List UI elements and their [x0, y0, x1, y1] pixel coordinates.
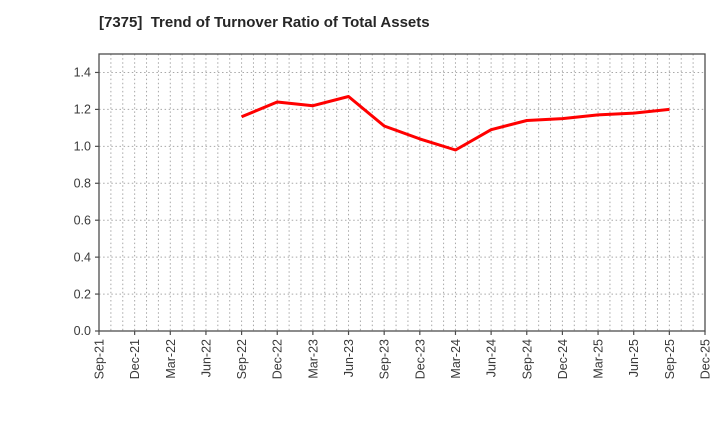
x-tick-label: Sep-25 [663, 339, 677, 379]
x-tick-label: Sep-22 [235, 339, 249, 379]
y-tick-label: 0.0 [74, 324, 91, 338]
y-tick-label: 0.2 [74, 287, 91, 301]
x-tick-label: Jun-23 [342, 339, 356, 377]
x-tick-label: Dec-25 [699, 339, 713, 379]
x-tick-label: Jun-25 [627, 339, 641, 377]
y-tick-label: 1.2 [74, 103, 91, 117]
y-tick-label: 1.0 [74, 140, 91, 154]
x-tick-label: Mar-22 [164, 339, 178, 379]
x-tick-label: Sep-21 [93, 339, 107, 379]
x-tick-label: Jun-22 [199, 339, 213, 377]
x-tick-label: Dec-22 [271, 339, 285, 379]
x-tick-label: Sep-24 [520, 339, 534, 379]
y-tick-label: 1.4 [74, 66, 91, 80]
y-tick-label: 0.6 [74, 213, 91, 227]
x-tick-label: Mar-23 [306, 339, 320, 379]
x-tick-label: Jun-24 [485, 339, 499, 377]
y-tick-label: 0.4 [74, 250, 91, 264]
x-tick-label: Mar-25 [592, 339, 606, 379]
x-tick-label: Dec-24 [556, 339, 570, 379]
y-tick-label: 0.8 [74, 176, 91, 190]
x-tick-label: Mar-24 [449, 339, 463, 379]
x-tick-label: Dec-23 [413, 339, 427, 379]
x-tick-label: Sep-23 [378, 339, 392, 379]
x-tick-label: Dec-21 [128, 339, 142, 379]
turnover-ratio-line [241, 95, 670, 152]
chart-title: [7375] Trend of Turnover Ratio of Total … [99, 14, 430, 31]
